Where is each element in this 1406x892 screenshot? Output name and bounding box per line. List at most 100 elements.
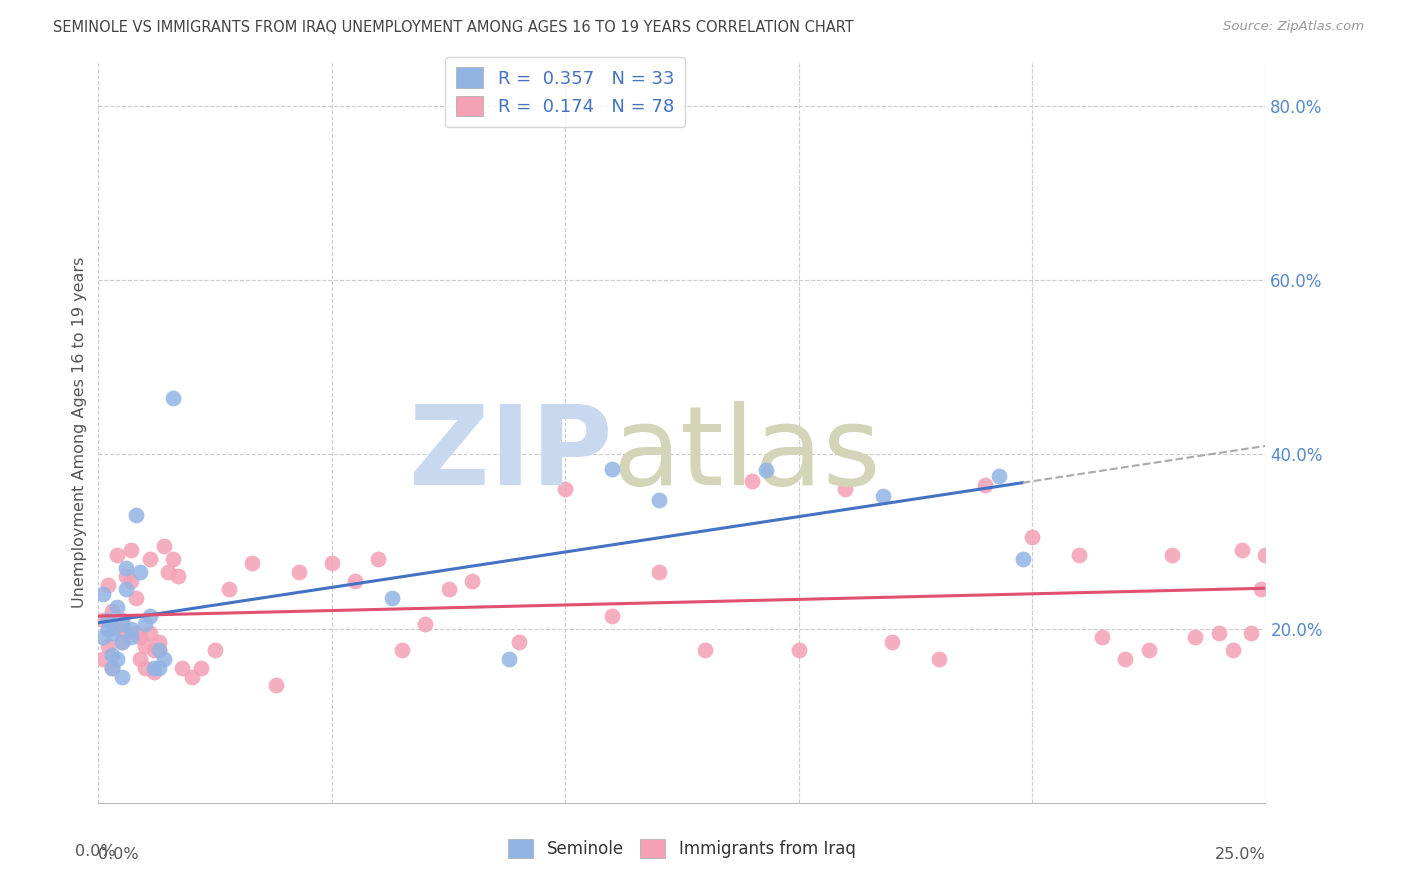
- Text: ZIP: ZIP: [409, 401, 612, 508]
- Point: [988, 469, 1011, 483]
- Point: [880, 634, 903, 648]
- Point: [105, 548, 128, 562]
- Point: [143, 643, 166, 657]
- Point: [101, 661, 124, 675]
- Point: [148, 634, 170, 648]
- Point: [190, 661, 212, 675]
- Point: [115, 626, 138, 640]
- Text: 0.0%: 0.0%: [75, 844, 115, 858]
- Point: [125, 591, 148, 606]
- Point: [120, 574, 142, 588]
- Point: [1230, 543, 1253, 558]
- Point: [111, 669, 134, 683]
- Point: [91, 630, 114, 644]
- Point: [143, 661, 166, 675]
- Y-axis label: Unemployment Among Ages 16 to 19 years: Unemployment Among Ages 16 to 19 years: [72, 257, 87, 608]
- Point: [344, 574, 367, 588]
- Point: [1240, 626, 1263, 640]
- Point: [1161, 548, 1184, 562]
- Point: [162, 391, 184, 405]
- Point: [787, 643, 810, 657]
- Point: [105, 652, 128, 666]
- Point: [1011, 552, 1033, 566]
- Point: [1114, 652, 1136, 666]
- Point: [872, 489, 894, 503]
- Point: [264, 678, 287, 692]
- Point: [91, 587, 114, 601]
- Point: [391, 643, 413, 657]
- Point: [120, 630, 142, 644]
- Point: [148, 643, 170, 657]
- Point: [129, 565, 152, 579]
- Point: [180, 669, 202, 683]
- Point: [129, 630, 152, 644]
- Point: [134, 661, 156, 675]
- Point: [143, 665, 166, 680]
- Point: [111, 613, 134, 627]
- Point: [139, 626, 162, 640]
- Point: [162, 552, 184, 566]
- Point: [111, 634, 134, 648]
- Point: [1184, 630, 1206, 644]
- Point: [413, 617, 436, 632]
- Point: [115, 582, 138, 597]
- Point: [101, 648, 124, 662]
- Point: [148, 661, 170, 675]
- Point: [1250, 582, 1272, 597]
- Point: [91, 613, 114, 627]
- Point: [152, 539, 174, 553]
- Point: [134, 617, 156, 632]
- Point: [647, 492, 669, 507]
- Point: [125, 508, 148, 523]
- Point: [115, 560, 138, 574]
- Text: 25.0%: 25.0%: [1215, 847, 1265, 863]
- Text: SEMINOLE VS IMMIGRANTS FROM IRAQ UNEMPLOYMENT AMONG AGES 16 TO 19 YEARS CORRELAT: SEMINOLE VS IMMIGRANTS FROM IRAQ UNEMPLO…: [53, 20, 855, 35]
- Point: [111, 634, 134, 648]
- Point: [600, 608, 623, 623]
- Point: [166, 569, 188, 583]
- Point: [204, 643, 226, 657]
- Point: [508, 634, 530, 648]
- Point: [1254, 548, 1277, 562]
- Point: [148, 643, 170, 657]
- Legend: Seminole, Immigrants from Iraq: Seminole, Immigrants from Iraq: [502, 832, 862, 865]
- Point: [139, 608, 162, 623]
- Point: [172, 661, 194, 675]
- Point: [1067, 548, 1090, 562]
- Point: [97, 639, 120, 653]
- Text: Source: ZipAtlas.com: Source: ZipAtlas.com: [1223, 20, 1364, 33]
- Point: [367, 552, 389, 566]
- Text: atlas: atlas: [612, 401, 880, 508]
- Point: [218, 582, 240, 597]
- Point: [105, 599, 128, 614]
- Point: [600, 462, 623, 476]
- Point: [97, 622, 120, 636]
- Point: [321, 556, 343, 570]
- Point: [498, 652, 520, 666]
- Point: [1137, 643, 1160, 657]
- Point: [120, 622, 142, 636]
- Point: [381, 591, 404, 606]
- Point: [1021, 530, 1043, 544]
- Point: [101, 661, 124, 675]
- Point: [105, 622, 128, 636]
- Point: [120, 543, 142, 558]
- Point: [152, 652, 174, 666]
- Point: [139, 552, 162, 566]
- Point: [1208, 626, 1230, 640]
- Point: [101, 604, 124, 618]
- Point: [554, 482, 576, 496]
- Point: [97, 578, 120, 592]
- Text: 0.0%: 0.0%: [98, 847, 139, 863]
- Point: [115, 569, 138, 583]
- Point: [111, 617, 134, 632]
- Point: [695, 643, 717, 657]
- Point: [928, 652, 950, 666]
- Point: [437, 582, 460, 597]
- Point: [242, 556, 264, 570]
- Point: [125, 626, 148, 640]
- Point: [461, 574, 484, 588]
- Point: [834, 482, 856, 496]
- Point: [1222, 643, 1244, 657]
- Point: [97, 613, 120, 627]
